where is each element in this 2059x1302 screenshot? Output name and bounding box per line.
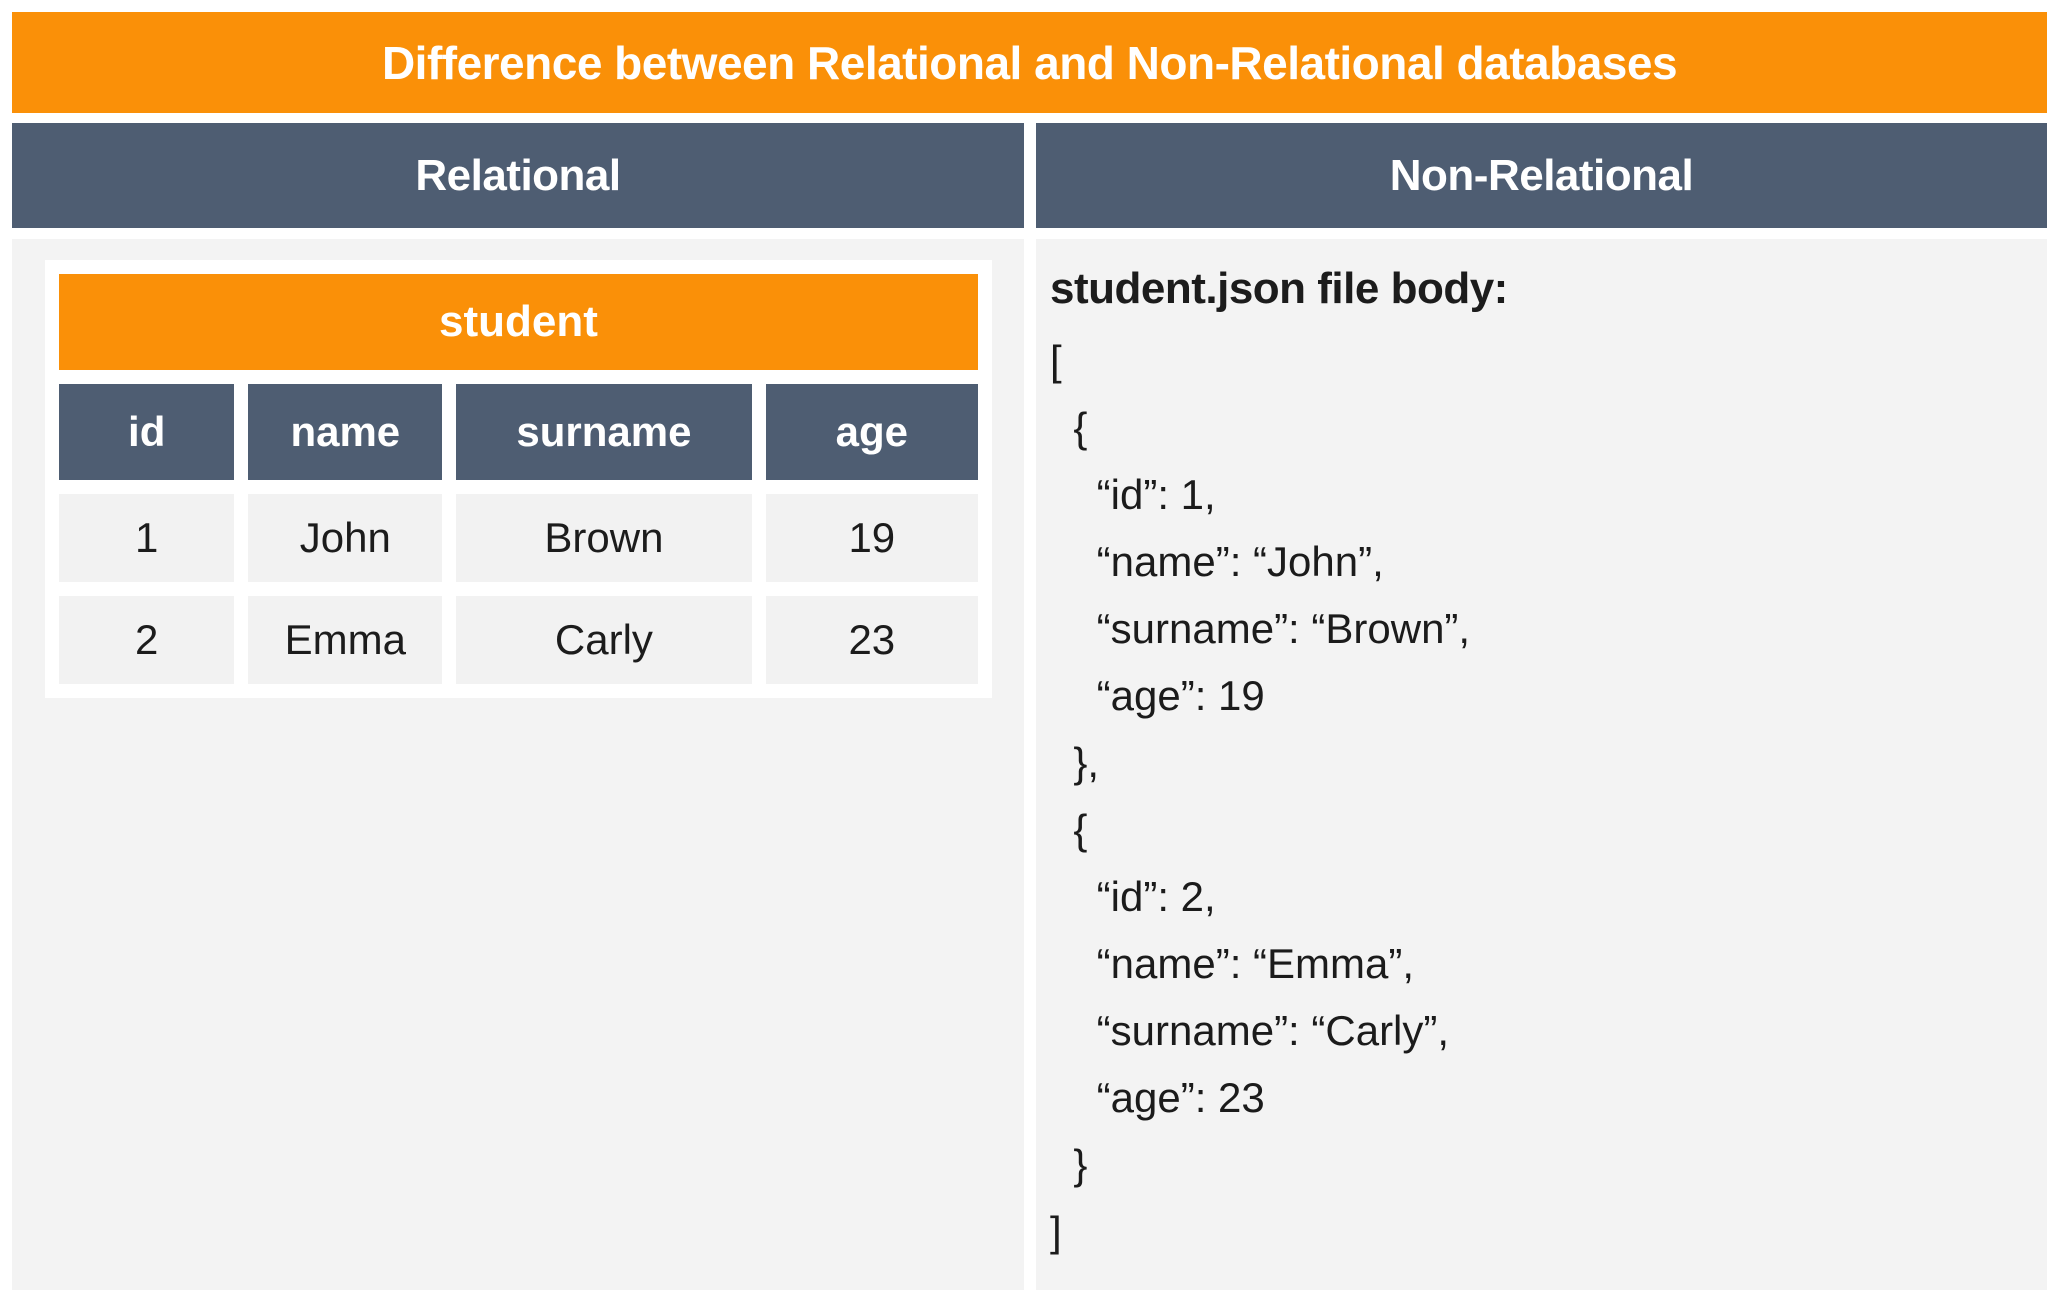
relational-panel: student id name surname age 1 John Brown — [12, 239, 1024, 1290]
column-header-surname: surname — [456, 384, 752, 480]
column-header-age: age — [765, 384, 978, 480]
table-row: 1 John Brown 19 — [59, 494, 978, 582]
cell-id: 2 — [59, 596, 235, 684]
non-relational-column-header-label: Non-Relational — [1389, 150, 1694, 200]
column-header-id: id — [59, 384, 235, 480]
cell-name: Emma — [248, 596, 443, 684]
non-relational-column-header: Non-Relational — [1036, 123, 2047, 228]
cell-surname: Brown — [456, 494, 752, 582]
student-table: student id name surname age 1 John Brown — [45, 260, 992, 698]
non-relational-panel: student.json file body: [ { “id”: 1, “na… — [1036, 239, 2047, 1290]
json-file-heading: student.json file body: — [1050, 264, 1508, 313]
json-content: student.json file body: [ { “id”: 1, “na… — [1036, 239, 2047, 1265]
table-header-row: id name surname age — [59, 384, 978, 480]
main-title: Difference between Relational and Non-Re… — [381, 36, 1678, 89]
table-title: student — [59, 274, 978, 370]
cell-age: 23 — [765, 596, 978, 684]
cell-id: 1 — [59, 494, 235, 582]
cell-surname: Carly — [456, 596, 752, 684]
table-row: 2 Emma Carly 23 — [59, 596, 978, 684]
infographic-page: Difference between Relational and Non-Re… — [12, 12, 2047, 1290]
cell-name: John — [248, 494, 443, 582]
content-row: student id name surname age 1 John Brown — [12, 239, 2047, 1290]
column-header-name: name — [248, 384, 443, 480]
cell-age: 19 — [765, 494, 978, 582]
table-title-row: student — [59, 274, 978, 370]
relational-column-header-label: Relational — [415, 150, 621, 200]
main-title-banner: Difference between Relational and Non-Re… — [12, 12, 2047, 113]
relational-column-header: Relational — [12, 123, 1024, 228]
column-headers-row: Relational Non-Relational — [12, 123, 2047, 228]
json-file-body: [ { “id”: 1, “name”: “John”, “surname”: … — [1050, 337, 1471, 1255]
student-table-card: student id name surname age 1 John Brown — [45, 260, 992, 698]
